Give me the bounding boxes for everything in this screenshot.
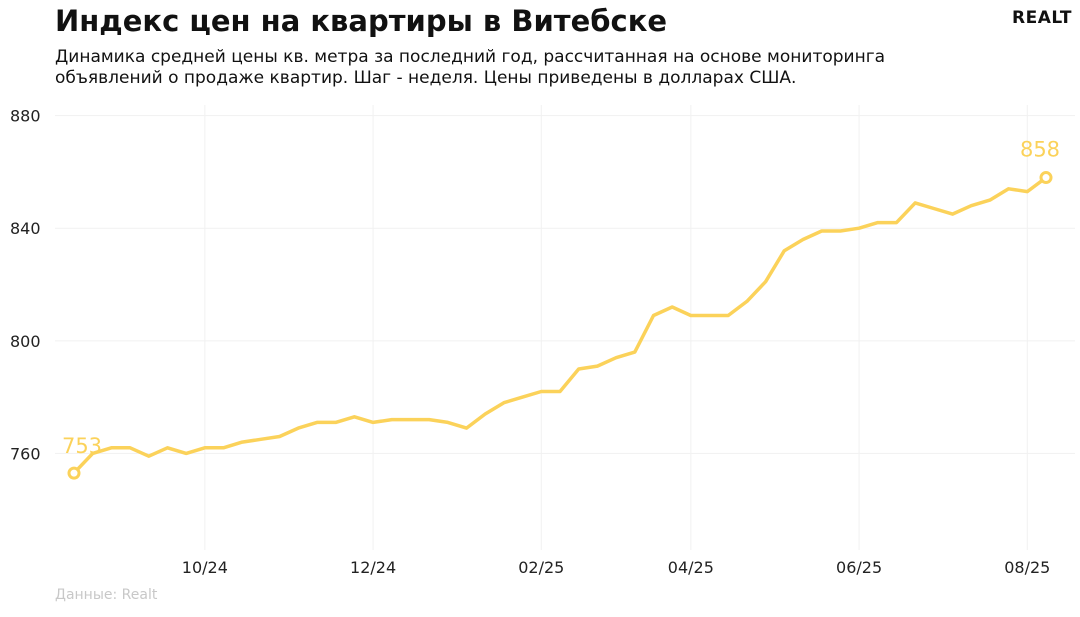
y-tick-label: 800	[10, 332, 41, 351]
chart-subtitle: Динамика средней цены кв. метра за после…	[55, 47, 886, 88]
end-point	[1039, 171, 1053, 185]
start-value-label: 753	[62, 434, 102, 458]
series-line	[72, 175, 1048, 475]
y-axis-labels: 760 800 840 880	[10, 107, 41, 464]
x-tick-label: 06/25	[836, 558, 882, 577]
end-value-label: 858	[1020, 138, 1060, 162]
x-tick-label: 04/25	[668, 558, 714, 577]
x-tick-label: 08/25	[1004, 558, 1050, 577]
x-tick-label: 12/24	[350, 558, 396, 577]
grid-lines	[55, 105, 1075, 550]
y-tick-label: 880	[10, 107, 41, 126]
series-group	[67, 171, 1053, 480]
y-tick-label: 760	[10, 444, 41, 463]
chart-title: Индекс цен на квартиры в Витебске	[55, 4, 668, 38]
start-point	[67, 466, 81, 480]
y-tick-label: 840	[10, 219, 41, 238]
data-labels: 753 858	[62, 138, 1060, 459]
x-tick-label: 02/25	[518, 558, 564, 577]
data-source: Данные: Realt	[55, 587, 158, 603]
x-tick-label: 10/24	[182, 558, 228, 577]
realt-logo: REALT	[1012, 8, 1072, 28]
x-axis-labels: 10/24 12/24 02/25 04/25 06/25 08/25	[182, 558, 1051, 577]
